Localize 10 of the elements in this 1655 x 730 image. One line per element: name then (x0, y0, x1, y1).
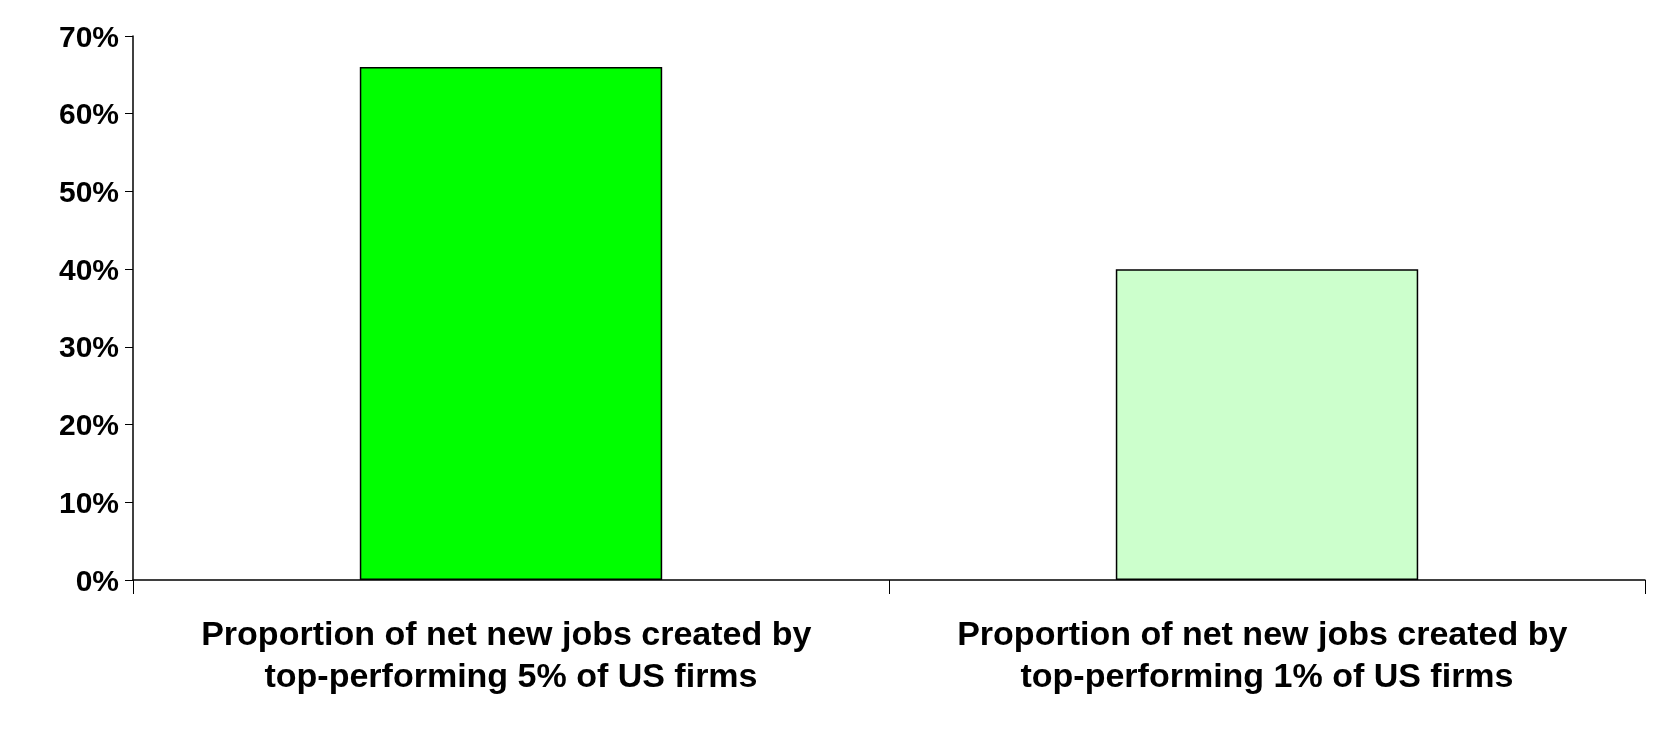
x-tick-label: Proportion of net new jobs created by top-performing 5% of US firms (201, 614, 821, 694)
y-tick-label: 40% (58, 252, 119, 286)
y-tick-label: 30% (58, 330, 119, 364)
y-tick-label: 70% (58, 19, 119, 53)
y-tick-label: 50% (58, 174, 119, 208)
y-tick-label: 0% (75, 563, 119, 597)
y-tick-label: 60% (58, 97, 119, 131)
y-tick-label: 20% (58, 408, 119, 442)
y-tick-label: 10% (58, 485, 119, 519)
x-tick-label: Proportion of net new jobs created by top-performing 1% of US firms (957, 614, 1577, 694)
